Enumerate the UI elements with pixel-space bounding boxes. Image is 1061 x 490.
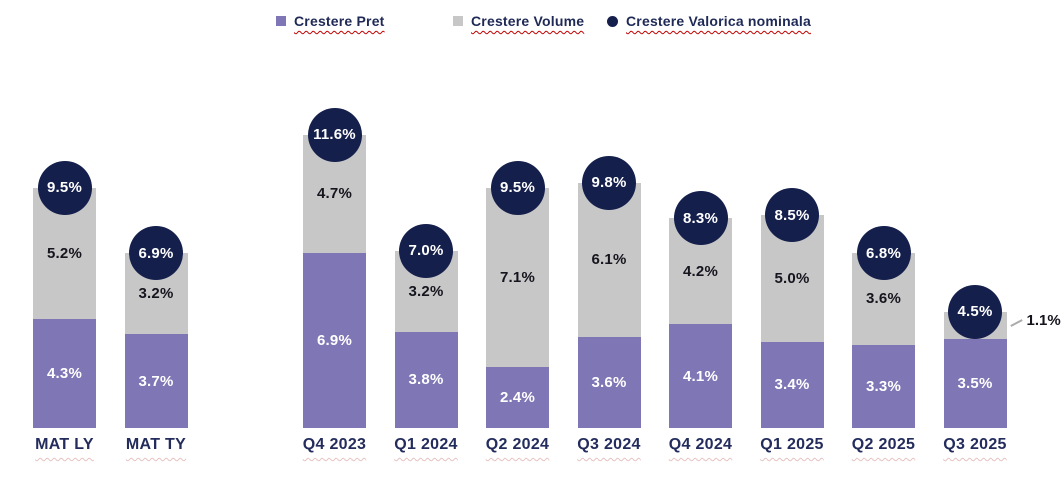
leader-line: [1009, 318, 1023, 327]
bar-segment-pret: 4.3%: [33, 319, 96, 428]
total-badge: 11.6%: [307, 107, 362, 162]
segment-value-label: 3.8%: [408, 371, 444, 389]
segment-value-label: 3.3%: [866, 377, 901, 395]
bar-segment-pret: 3.8%: [394, 331, 458, 428]
segment-value-label: 4.7%: [317, 185, 352, 203]
segment-value-label: 3.6%: [591, 373, 627, 391]
total-value-label: 8.3%: [683, 209, 718, 227]
bar-segment-pret: 4.1%: [669, 324, 732, 428]
bar-segment-pret: 3.5%: [943, 339, 1007, 428]
segment-value-label: 4.3%: [47, 365, 82, 383]
total-badge: 9.8%: [582, 155, 636, 210]
total-value-label: 9.5%: [47, 179, 82, 197]
bar-segment-volume: 7.1%: [486, 187, 549, 368]
legend-item-label: Crestere Pret: [294, 13, 385, 29]
bar-segment-pret: 2.4%: [486, 367, 549, 428]
category-label: Q1 2024: [394, 436, 458, 453]
category-label: Q4 2024: [668, 436, 733, 453]
segment-value-label: 6.1%: [591, 251, 627, 269]
total-value-label: 8.5%: [774, 206, 810, 224]
total-badge: 6.8%: [856, 226, 911, 281]
category-label: Q2 2025: [851, 436, 916, 453]
outside-value-label: 1.1%: [1026, 311, 1061, 329]
bar-segment-pret: 3.4%: [760, 341, 824, 428]
total-value-label: 11.6%: [313, 126, 356, 144]
bar-segment-volume: 5.2%: [33, 187, 96, 320]
bar-segment-pret: 3.6%: [577, 336, 641, 428]
legend-item-label: Crestere Volume: [471, 13, 585, 29]
category-label: Q1 2025: [760, 436, 824, 453]
legend: Crestere Pret Crestere Volume Crestere V…: [0, 0, 1061, 40]
segment-value-label: 3.7%: [138, 372, 174, 390]
total-value-label: 9.5%: [500, 179, 535, 197]
total-value-label: 4.5%: [957, 303, 993, 321]
total-badge: 9.5%: [490, 160, 545, 215]
total-value-label: 6.8%: [866, 244, 901, 262]
segment-value-label: 3.2%: [408, 282, 444, 300]
segment-value-label: 2.4%: [500, 389, 535, 407]
bar-segment-pret: 3.3%: [852, 344, 915, 428]
category-label: MAT TY: [125, 436, 187, 453]
segment-value-label: 7.1%: [500, 268, 535, 286]
legend-item-crestere-pret: Crestere Pret: [276, 13, 385, 29]
total-value-label: 6.9%: [138, 244, 174, 262]
segment-value-label: 3.2%: [138, 285, 174, 303]
segment-value-label: 5.0%: [774, 270, 810, 288]
segment-value-label: 3.5%: [957, 375, 993, 393]
total-value-label: 7.0%: [408, 242, 444, 260]
category-label: Q4 2023: [302, 436, 367, 453]
total-value-label: 9.8%: [591, 174, 627, 192]
category-label: Q3 2025: [943, 436, 1007, 453]
category-label: MAT LY: [35, 436, 94, 453]
total-badge: 6.9%: [129, 226, 183, 281]
total-badge: 8.5%: [765, 188, 819, 243]
segment-value-label: 6.9%: [317, 332, 352, 350]
legend-item-label: Crestere Valorica nominala: [626, 13, 811, 29]
total-badge: 7.0%: [399, 223, 453, 278]
segment-value-label: 4.1%: [683, 367, 718, 385]
category-label: Q2 2024: [485, 436, 550, 453]
bar-segment-pret: 3.7%: [124, 334, 188, 428]
legend-square-swatch-volume: [453, 16, 463, 26]
segment-value-label: 4.2%: [683, 262, 718, 280]
total-badge: 4.5%: [948, 284, 1002, 339]
category-label: Q3 2024: [577, 436, 641, 453]
segment-value-label: 3.4%: [774, 376, 810, 394]
segment-value-label: 5.2%: [47, 244, 82, 262]
total-badge: 9.5%: [37, 160, 92, 215]
bar-segment-pret: 6.9%: [303, 253, 366, 428]
legend-item-crestere-volume: Crestere Volume: [453, 13, 584, 29]
legend-circle-marker-valorica: [607, 15, 618, 27]
segment-value-label: 3.6%: [866, 290, 901, 308]
legend-square-swatch-pret: [276, 16, 286, 26]
legend-item-crestere-valorica: Crestere Valorica nominala: [607, 13, 811, 29]
total-badge: 8.3%: [673, 191, 728, 245]
